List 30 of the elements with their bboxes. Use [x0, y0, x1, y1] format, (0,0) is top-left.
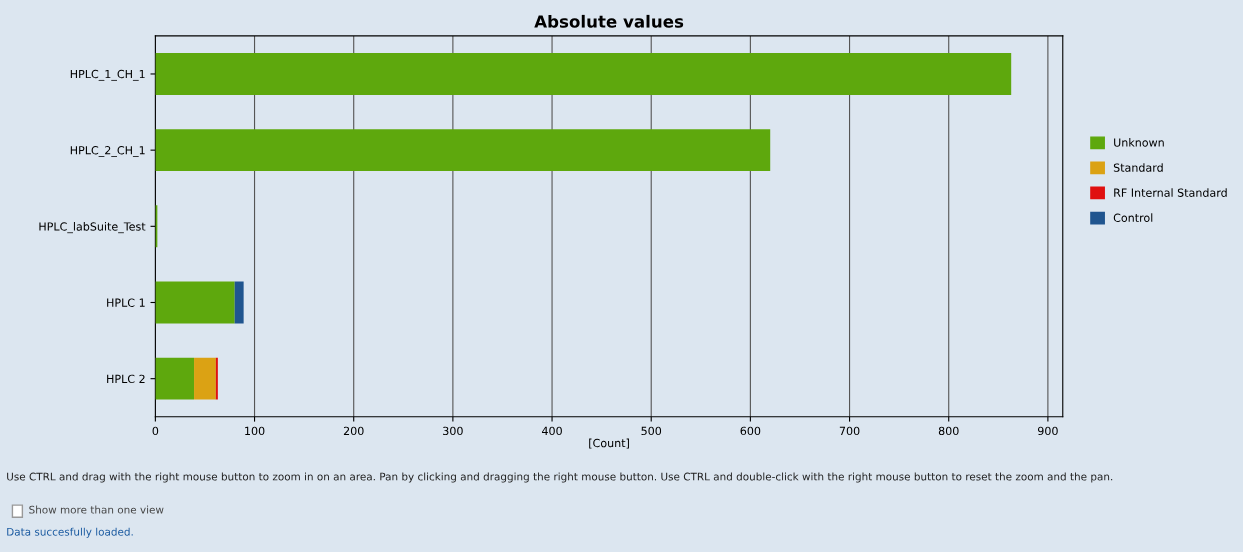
y-tick-label: HPLC 1 [107, 298, 145, 307]
x-tick-label: 200 [343, 426, 364, 436]
x-tick-label: 0 [152, 426, 159, 436]
x-tick-label: 500 [641, 426, 662, 436]
bar [155, 129, 771, 172]
y-tick-label: HPLC 2 [107, 374, 145, 384]
x-tick-label: 100 [245, 426, 265, 436]
x-tick-label: 400 [541, 426, 562, 436]
bar [155, 53, 1012, 95]
bar [155, 281, 235, 324]
bar [155, 357, 195, 400]
x-tick-label: 900 [1037, 426, 1058, 436]
legend-label: Control [1113, 213, 1153, 222]
x-tick-label: 300 [443, 426, 463, 436]
x-tick-label: 600 [740, 426, 761, 436]
y-tick-label: HPLC_labSuite_Test [39, 222, 146, 234]
legend-label: Unknown [1114, 138, 1164, 147]
text: Data succesfully loaded. [7, 527, 133, 538]
legend-label: Standard [1113, 163, 1163, 172]
chart-title: Absolute values [534, 14, 684, 28]
x-tick-label: 700 [839, 426, 860, 436]
text: Show more than one view [29, 505, 164, 514]
x-tick-label: 800 [938, 426, 959, 436]
y-tick-label: HPLC_2_CH_1 [70, 146, 145, 157]
bar [234, 281, 244, 324]
x-axis-title: [Count] [589, 438, 629, 449]
y-tick-label: HPLC_1_CH_1 [70, 69, 145, 81]
legend-label: RF Internal Standard [1114, 188, 1227, 197]
bar [194, 357, 216, 400]
text: Use CTRL and drag with the right mouse button to zoom in on an area. Pan by clicking and dragging the right mouse button. Use CTRL and double-click with the right mouse button to reset the zoom and the pan. [7, 472, 1113, 483]
